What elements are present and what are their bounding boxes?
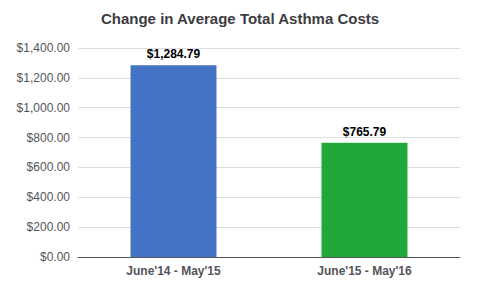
svg-text:$1,000.00: $1,000.00 [17,101,71,115]
svg-text:$1,284.79: $1,284.79 [147,47,201,61]
svg-text:June'14 - May'15: June'14 - May'15 [126,264,221,278]
svg-text:Change in Average Total Asthma: Change in Average Total Asthma Costs [101,10,379,27]
svg-text:$1,400.00: $1,400.00 [17,41,71,55]
svg-text:$800.00: $800.00 [27,131,71,145]
svg-text:$200.00: $200.00 [27,220,71,234]
svg-text:$0.00: $0.00 [40,250,70,264]
svg-text:$765.79: $765.79 [343,125,387,139]
svg-text:$600.00: $600.00 [27,160,71,174]
svg-text:$1,200.00: $1,200.00 [17,71,71,85]
svg-text:$400.00: $400.00 [27,190,71,204]
svg-text:June'15 - May'16: June'15 - May'16 [317,264,412,278]
